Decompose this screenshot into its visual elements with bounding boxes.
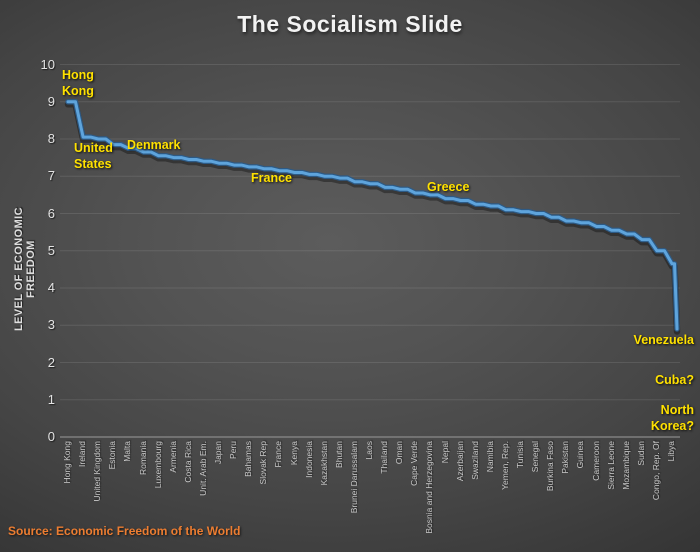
x-category-label: Congo, Rep. Of: [650, 441, 661, 501]
x-category-label: Cape Verde: [409, 441, 420, 486]
chart-title: The Socialism Slide: [237, 11, 463, 37]
y-tick-label: 0: [47, 429, 55, 444]
x-category-label: Brunei Darussalam: [348, 441, 359, 514]
x-category-label: Luxembourg: [152, 441, 163, 489]
y-tick-label: 10: [40, 56, 55, 72]
x-category-label: France: [273, 441, 284, 468]
x-category-label: Romania: [137, 441, 148, 476]
y-tick-label: 7: [47, 168, 55, 184]
annotation-cuba: Cuba?: [655, 373, 694, 387]
x-category-label: United Kingdom: [92, 441, 103, 502]
x-category-label: Oman: [394, 441, 405, 465]
x-category-label: Azerbaijan: [454, 441, 465, 482]
x-category-label: Estonia: [107, 441, 118, 470]
annotation-venezuela: Venezuela: [633, 333, 694, 347]
x-category-label: Swaziland: [469, 441, 480, 480]
x-category-label: Ireland: [77, 441, 88, 467]
y-tick-label: 8: [47, 131, 55, 146]
y-tick-label: 3: [47, 317, 55, 333]
x-category-label: Yemen, Rep.: [499, 441, 510, 490]
y-tick-label: 6: [47, 205, 55, 221]
x-category-label: Slovak Rep: [258, 441, 269, 485]
y-tick-label: 4: [47, 280, 55, 295]
annotation-hong-kong: Hong Kong: [62, 68, 94, 98]
x-category-label: Japan: [213, 441, 223, 465]
x-category-label: Cameroon: [590, 441, 601, 481]
annotation-united-states: United States: [74, 141, 113, 171]
y-tick-label: 5: [47, 242, 55, 258]
series-line-edge: [65, 99, 680, 332]
y-tick-label: 2: [47, 354, 55, 370]
x-category-label: Burkina Faso: [545, 441, 556, 492]
x-category-label: Sudan: [635, 441, 646, 466]
x-category-label: Bosnia and Herzegovina: [424, 441, 435, 534]
annotation-greece: Greece: [427, 180, 470, 194]
x-category-label: Tunisia: [515, 441, 525, 469]
y-tick-label: 1: [47, 391, 55, 407]
x-category-label: Kazakhstan: [318, 441, 329, 486]
x-category-label: Pakistan: [560, 441, 571, 474]
series-line: [66, 100, 679, 331]
x-category-label: Nepal: [439, 441, 450, 464]
x-category-label: Hong Kong: [62, 441, 72, 484]
source-note: Source: Economic Freedom of the World: [8, 524, 241, 538]
x-category-label: Malta: [122, 441, 133, 462]
x-category-label: Armenia: [167, 441, 178, 473]
x-category-label: Peru: [228, 441, 239, 459]
x-category-label: Laos: [364, 441, 374, 460]
x-category-label: Senegal: [530, 441, 541, 473]
annotation-north-korea: North Korea?: [650, 403, 694, 433]
x-category-label: Libya: [666, 441, 676, 462]
x-category-label: Costa Rica: [182, 441, 193, 483]
x-category-label: Mozambique: [620, 441, 631, 490]
x-category-label: Thailand: [379, 441, 390, 474]
x-category-label: Namibia: [484, 441, 495, 473]
x-category-label: Unit. Arab Em.: [197, 441, 208, 496]
y-tick-label: 9: [47, 93, 55, 109]
annotation-france: France: [251, 171, 292, 185]
annotation-denmark: Denmark: [127, 138, 181, 152]
x-category-label: Sierra Leone: [605, 441, 616, 490]
x-category-label: Indonesia: [303, 441, 314, 478]
x-category-label: Bhutan: [333, 441, 344, 468]
x-category-label: Kenya: [288, 441, 299, 466]
x-category-label: Guinea: [575, 441, 586, 469]
x-category-label: Bahamas: [243, 441, 254, 477]
